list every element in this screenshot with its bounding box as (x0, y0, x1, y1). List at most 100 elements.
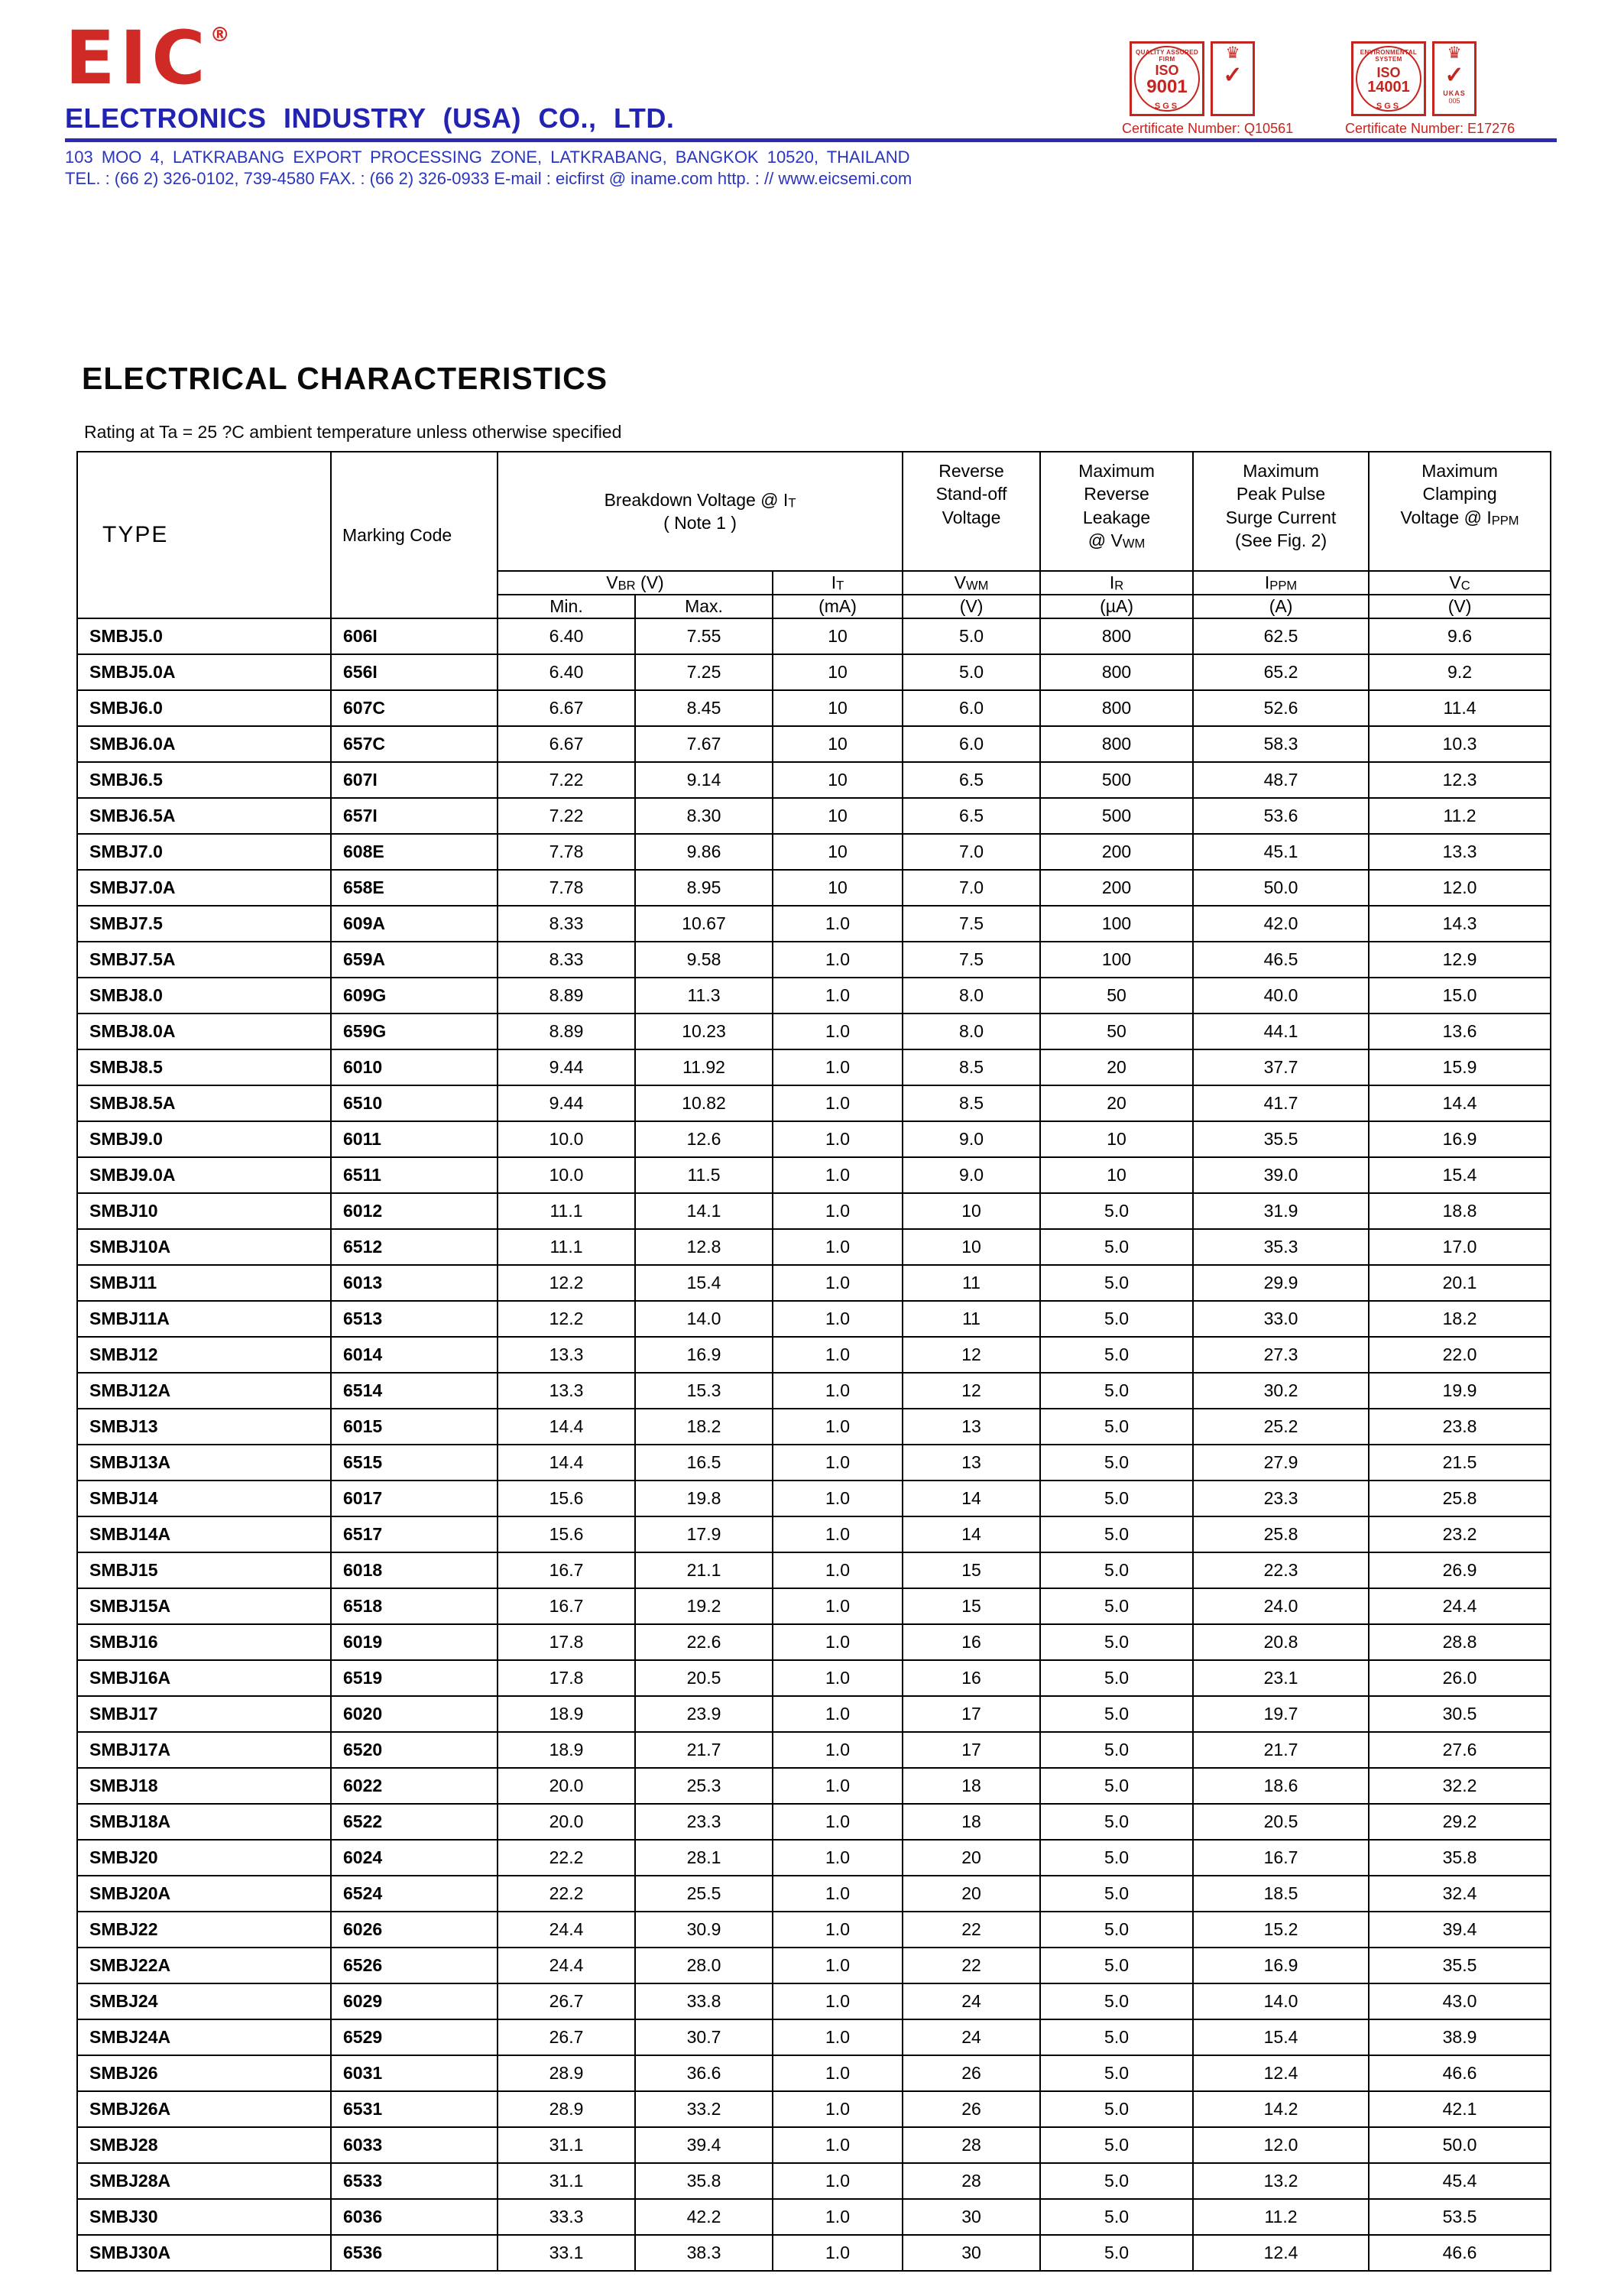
cell-marking-code: 6013 (330, 1264, 498, 1302)
cell-vbr-max: 19.2 (634, 1588, 773, 1625)
cell-vc-v: 18.8 (1368, 1192, 1552, 1230)
cell-ir-ua: 5.0 (1039, 1516, 1194, 1553)
cell-ippm-a: 23.3 (1192, 1480, 1370, 1517)
cell-ippm-a: 62.5 (1192, 618, 1370, 655)
cell-ippm-a: 14.2 (1192, 2090, 1370, 2128)
certificate-number-q10561: Certificate Number: Q10561 (1122, 121, 1294, 136)
cell-it-ma: 1.0 (771, 1156, 904, 1194)
cell-vc-v: 14.4 (1368, 1085, 1552, 1122)
cell-vbr-min: 20.0 (497, 1767, 636, 1805)
cell-vwm-v: 8.5 (902, 1085, 1042, 1122)
cell-vbr-max: 21.7 (634, 1731, 773, 1769)
cell-ir-ua: 50 (1039, 977, 1194, 1014)
cell-vwm-v: 5.0 (902, 654, 1042, 691)
cell-type: SMBJ6.0A (76, 725, 332, 763)
cell-vbr-max: 11.3 (634, 977, 773, 1014)
cell-type: SMBJ5.0A (76, 654, 332, 691)
cell-vbr-min: 17.8 (497, 1623, 636, 1661)
iso14001-stamp: ENVIRONMENTAL SYSTEM ISO 14001 SGS ♛ ✓ U… (1351, 41, 1477, 116)
table-row: SMBJ7.0A 658E 7.78 8.95 10 7.0 200 50.0 12.0 (76, 869, 1552, 906)
table-row: SMBJ7.0 608E 7.78 9.86 10 7.0 200 45.1 13.3 (76, 833, 1552, 871)
cell-ippm-a: 40.0 (1192, 977, 1370, 1014)
cell-vbr-max: 11.5 (634, 1156, 773, 1194)
cell-vc-v: 10.3 (1368, 725, 1552, 763)
cell-ippm-a: 35.3 (1192, 1228, 1370, 1266)
cell-it-ma: 1.0 (771, 1588, 904, 1625)
cell-ippm-a: 41.7 (1192, 1085, 1370, 1122)
cell-type: SMBJ11A (76, 1300, 332, 1338)
cell-marking-code: 6526 (330, 1947, 498, 1984)
cell-vbr-min: 7.78 (497, 869, 636, 906)
cell-ippm-a: 25.2 (1192, 1408, 1370, 1445)
iso-label: ISO (1376, 64, 1401, 80)
col-header-standoff-voltage: Reverse Stand-off Voltage (902, 451, 1042, 572)
table-row: SMBJ14 6017 15.6 19.8 1.0 14 5.0 23.3 25.8 (76, 1480, 1552, 1517)
table-row: SMBJ10 6012 11.1 14.1 1.0 10 5.0 31.9 18.8 (76, 1192, 1552, 1230)
cell-vbr-max: 8.45 (634, 689, 773, 727)
cell-vbr-max: 39.4 (634, 2126, 773, 2164)
cell-vwm-v: 8.0 (902, 977, 1042, 1014)
iso14001-seal: ENVIRONMENTAL SYSTEM ISO 14001 SGS (1351, 41, 1426, 116)
cell-ir-ua: 5.0 (1039, 1336, 1194, 1374)
cell-vwm-v: 12 (902, 1336, 1042, 1374)
cell-it-ma: 1.0 (771, 905, 904, 942)
cell-ir-ua: 5.0 (1039, 1444, 1194, 1481)
cell-marking-code: 656I (330, 654, 498, 691)
col-header-vwm: VWM (902, 570, 1042, 595)
cell-vc-v: 18.2 (1368, 1300, 1552, 1338)
cell-vwm-v: 12 (902, 1372, 1042, 1409)
cell-marking-code: 6511 (330, 1156, 498, 1194)
table-row: SMBJ28 6033 31.1 39.4 1.0 28 5.0 12.0 50.0 (76, 2126, 1552, 2164)
cell-it-ma: 1.0 (771, 1372, 904, 1409)
cell-ippm-a: 44.1 (1192, 1013, 1370, 1050)
seal-arc-text: QUALITY ASSURED FIRM (1135, 49, 1198, 63)
cell-vbr-min: 26.7 (497, 2019, 636, 2056)
cell-type: SMBJ30A (76, 2234, 332, 2272)
cell-type: SMBJ9.0A (76, 1156, 332, 1194)
cell-vc-v: 15.0 (1368, 977, 1552, 1014)
iso9001-seal: QUALITY ASSURED FIRM ISO 9001 SGS (1130, 41, 1204, 116)
cell-vbr-min: 9.44 (497, 1049, 636, 1086)
col-header-surge-current: Maximum Peak Pulse Surge Current (See Fig. … (1192, 451, 1370, 572)
cell-vwm-v: 20 (902, 1839, 1042, 1876)
cell-ir-ua: 5.0 (1039, 1480, 1194, 1517)
cell-vbr-min: 10.0 (497, 1156, 636, 1194)
cell-vbr-min: 14.4 (497, 1408, 636, 1445)
table-row: SMBJ11A 6513 12.2 14.0 1.0 11 5.0 33.0 18.2 (76, 1300, 1552, 1338)
cell-it-ma: 1.0 (771, 1192, 904, 1230)
cell-ir-ua: 5.0 (1039, 2234, 1194, 2272)
cell-vwm-v: 18 (902, 1767, 1042, 1805)
col-header-vc: VC (1368, 570, 1552, 595)
cell-it-ma: 1.0 (771, 1516, 904, 1553)
cell-ippm-a: 35.5 (1192, 1121, 1370, 1158)
cell-type: SMBJ6.0 (76, 689, 332, 727)
cell-it-ma: 1.0 (771, 2019, 904, 2056)
cell-vc-v: 20.1 (1368, 1264, 1552, 1302)
table-row: SMBJ6.0A 657C 6.67 7.67 10 6.0 800 58.3 10.3 (76, 725, 1552, 763)
cell-marking-code: 6512 (330, 1228, 498, 1266)
badge-label: UKAS (1443, 89, 1466, 97)
table-row: SMBJ17 6020 18.9 23.9 1.0 17 5.0 19.7 30.5 (76, 1695, 1552, 1733)
table-row: SMBJ8.5A 6510 9.44 10.82 1.0 8.5 20 41.7 14.4 (76, 1085, 1552, 1122)
cell-ir-ua: 5.0 (1039, 1695, 1194, 1733)
cell-vc-v: 42.1 (1368, 2090, 1552, 2128)
cell-vbr-max: 11.92 (634, 1049, 773, 1086)
seal-arc-text: ENVIRONMENTAL SYSTEM (1360, 49, 1418, 63)
cell-ir-ua: 800 (1039, 618, 1194, 655)
cell-marking-code: 607C (330, 689, 498, 727)
cell-vc-v: 15.4 (1368, 1156, 1552, 1194)
cell-vbr-max: 25.3 (634, 1767, 773, 1805)
cell-vbr-min: 22.2 (497, 1875, 636, 1912)
cell-it-ma: 10 (771, 869, 904, 906)
cell-vwm-v: 14 (902, 1516, 1042, 1553)
cell-marking-code: 6022 (330, 1767, 498, 1805)
cell-type: SMBJ20 (76, 1839, 332, 1876)
table-row: SMBJ12 6014 13.3 16.9 1.0 12 5.0 27.3 22.0 (76, 1336, 1552, 1374)
cell-vwm-v: 5.0 (902, 618, 1042, 655)
cell-type: SMBJ30 (76, 2198, 332, 2236)
cell-vbr-min: 28.9 (497, 2090, 636, 2128)
table-row: SMBJ8.0 609G 8.89 11.3 1.0 8.0 50 40.0 15.0 (76, 977, 1552, 1014)
cell-vbr-max: 23.3 (634, 1803, 773, 1841)
cell-ir-ua: 5.0 (1039, 1228, 1194, 1266)
cell-vbr-max: 16.9 (634, 1336, 773, 1374)
